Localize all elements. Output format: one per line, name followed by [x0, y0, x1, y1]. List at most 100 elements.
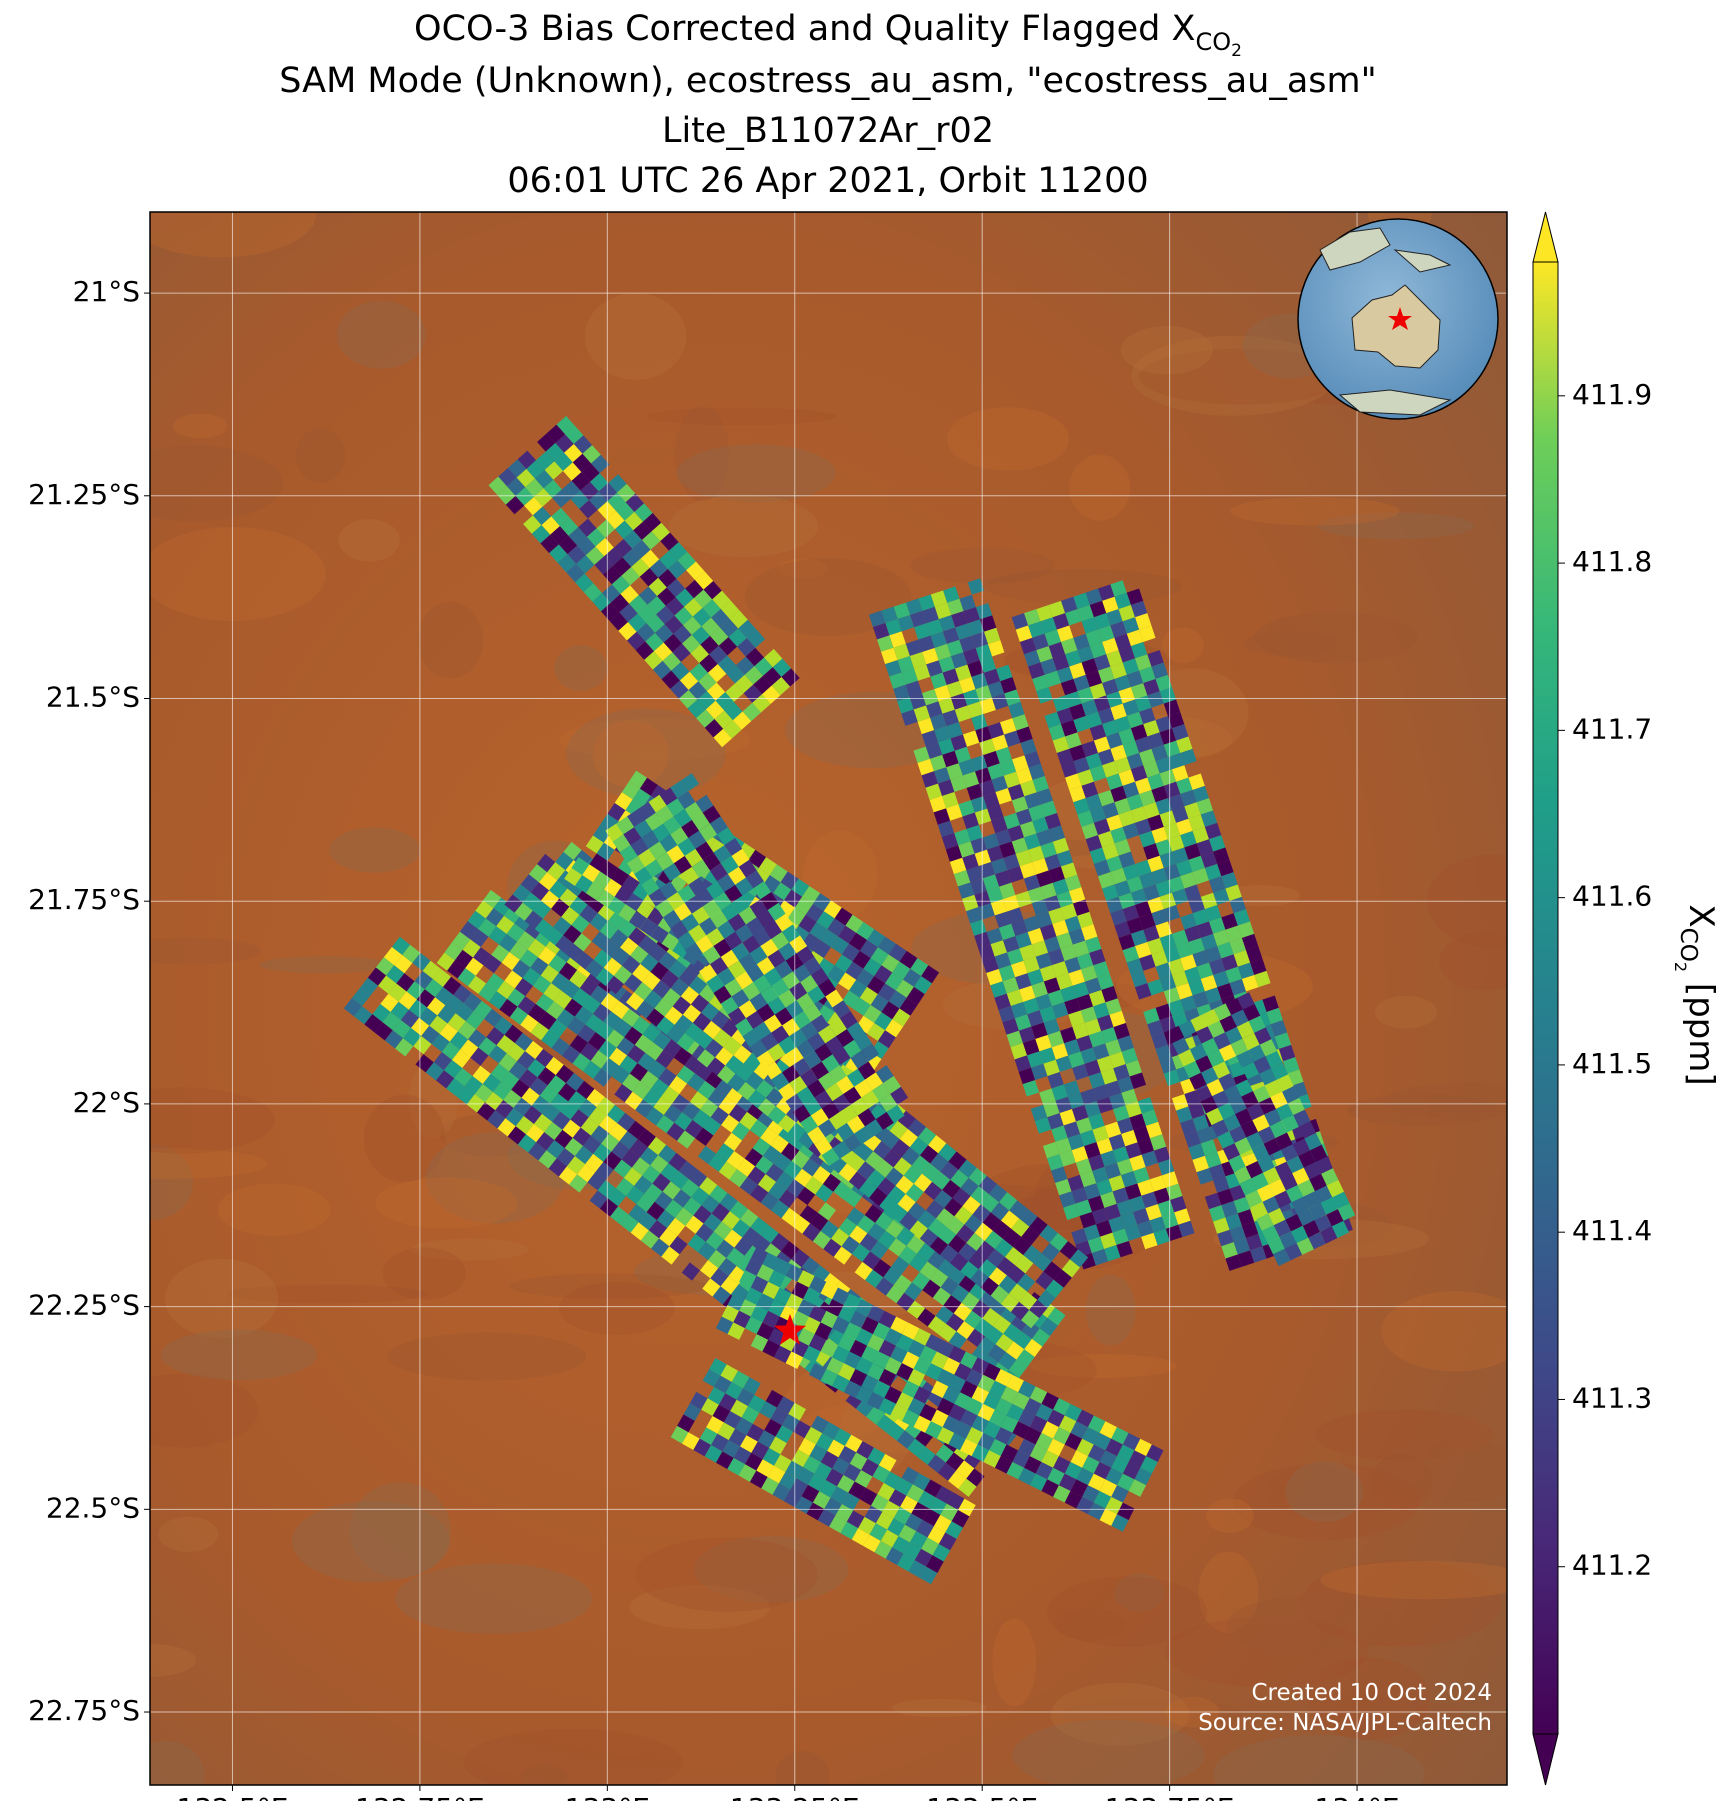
footprint — [723, 720, 742, 739]
footprint — [1027, 928, 1045, 945]
footprint — [706, 975, 725, 994]
footprint — [537, 1067, 556, 1086]
footprint — [1085, 936, 1102, 953]
footprint — [937, 1226, 957, 1245]
footprint — [655, 899, 674, 918]
footprint — [817, 1509, 836, 1527]
footprint — [1043, 1059, 1060, 1077]
footprint — [941, 833, 959, 850]
footprint — [1023, 915, 1040, 933]
footprint — [949, 857, 967, 875]
terrain-patch — [1054, 1607, 1126, 1641]
footprint — [875, 1159, 894, 1178]
footprint — [1225, 925, 1242, 943]
footprint — [987, 722, 1004, 739]
footprint — [504, 1024, 523, 1044]
footprint — [516, 1051, 536, 1070]
footprint — [757, 1174, 777, 1193]
footprint — [632, 788, 651, 807]
footprint — [486, 973, 505, 992]
y-tick-label: 21.75°S — [28, 883, 140, 916]
footprint — [1089, 600, 1107, 618]
footprint — [938, 656, 955, 673]
footprint — [561, 906, 580, 926]
footprint — [1204, 946, 1222, 963]
footprint — [763, 667, 782, 686]
footprint — [666, 1122, 685, 1141]
footprint — [869, 1187, 888, 1207]
footprint — [1233, 1166, 1252, 1184]
footprint — [558, 962, 578, 981]
footprint — [1043, 1018, 1060, 1035]
footprint — [1099, 1508, 1118, 1526]
footprint — [1046, 1154, 1064, 1171]
footprint — [621, 1149, 640, 1168]
footprint — [590, 1125, 610, 1144]
footprint — [964, 1310, 983, 1329]
footprint — [437, 1005, 456, 1024]
footprint — [697, 1145, 717, 1165]
footprint — [544, 927, 564, 946]
footprint — [681, 773, 700, 792]
footprint — [629, 770, 648, 789]
footprint — [966, 866, 983, 883]
footprint — [883, 1471, 902, 1490]
footprint — [538, 1150, 557, 1169]
footprint — [414, 970, 433, 990]
footprint — [1303, 1191, 1321, 1209]
footprint — [1035, 952, 1053, 970]
footprint — [926, 619, 943, 636]
footprint — [1143, 720, 1160, 737]
terrain-patch — [1285, 1461, 1364, 1523]
footprint — [982, 956, 999, 973]
footprint — [1084, 1101, 1101, 1118]
footprint — [513, 1097, 532, 1117]
footprint — [903, 968, 922, 987]
footprint — [761, 1477, 779, 1495]
footprint — [856, 1441, 874, 1459]
footprint — [1114, 757, 1131, 774]
footprint — [656, 1209, 676, 1229]
footprint — [629, 1139, 648, 1158]
footprint — [1060, 985, 1077, 1003]
footprint — [1051, 1043, 1069, 1060]
footprint — [925, 1200, 945, 1219]
footprint — [1073, 798, 1090, 815]
footprint — [827, 965, 846, 984]
footprint — [850, 1050, 869, 1069]
footprint — [735, 924, 754, 943]
footprint — [796, 1039, 815, 1058]
footprint — [646, 1008, 665, 1027]
footprint — [752, 1137, 771, 1156]
footprint — [1204, 863, 1222, 881]
footprint — [932, 1287, 951, 1306]
footprint — [1298, 1121, 1317, 1139]
footprint — [940, 1276, 959, 1296]
footprint — [1047, 1438, 1065, 1457]
footprint — [830, 936, 850, 955]
footprint — [1016, 767, 1033, 785]
footprint — [996, 664, 1013, 682]
footprint — [735, 971, 754, 990]
footprint — [744, 1148, 763, 1167]
footprint — [718, 1393, 737, 1412]
footprint — [819, 1479, 838, 1498]
footprint — [925, 1421, 943, 1439]
footprint — [551, 507, 570, 527]
footprint — [460, 1039, 479, 1058]
footprint — [1111, 1427, 1129, 1445]
footprint — [960, 1351, 978, 1369]
footprint — [1089, 765, 1107, 782]
footprint — [1128, 1479, 1147, 1497]
footprint — [898, 1246, 917, 1265]
footprint — [940, 1503, 959, 1522]
footprint — [777, 1114, 797, 1133]
footprint — [1073, 592, 1090, 610]
footprint — [624, 1091, 643, 1110]
footprint — [543, 983, 562, 1002]
footprint — [1279, 1231, 1297, 1249]
footprint — [855, 1386, 873, 1404]
footprint — [731, 848, 750, 867]
footprint — [569, 969, 588, 989]
footprint — [640, 953, 659, 972]
